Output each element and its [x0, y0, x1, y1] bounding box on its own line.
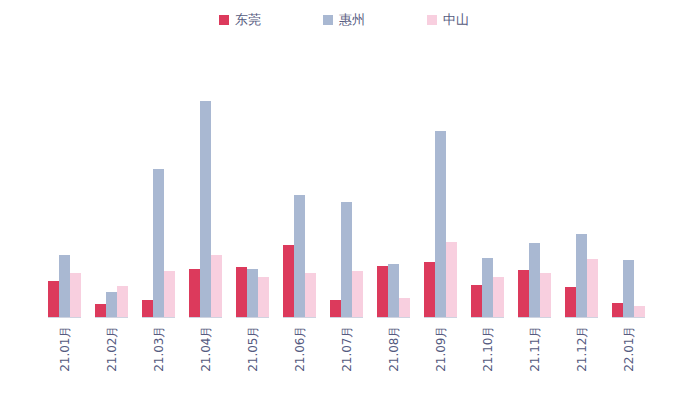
- svg-text:21.04月: 21.04月: [199, 326, 213, 372]
- svg-text:21.10月: 21.10月: [481, 326, 495, 372]
- svg-text:21.11月: 21.11月: [528, 326, 542, 372]
- svg-text:21.05月: 21.05月: [246, 326, 260, 372]
- html-text:惠州: 惠州: [339, 12, 365, 27]
- html-text:东莞: 东莞: [235, 12, 261, 27]
- svg-text:21.02月: 21.02月: [105, 326, 119, 372]
- svg-text:21.07月: 21.07月: [340, 326, 354, 372]
- svg-text:21.03月: 21.03月: [152, 326, 166, 372]
- svg-text:21.12月: 21.12月: [575, 326, 589, 372]
- svg-text:21.01月: 21.01月: [58, 326, 72, 372]
- svg-text:22.01月: 22.01月: [622, 326, 636, 372]
- svg-text:21.08月: 21.08月: [387, 326, 401, 372]
- html-text:中山: 中山: [443, 12, 469, 27]
- svg-text:21.09月: 21.09月: [434, 326, 448, 372]
- svg-text:21.06月: 21.06月: [293, 326, 307, 372]
